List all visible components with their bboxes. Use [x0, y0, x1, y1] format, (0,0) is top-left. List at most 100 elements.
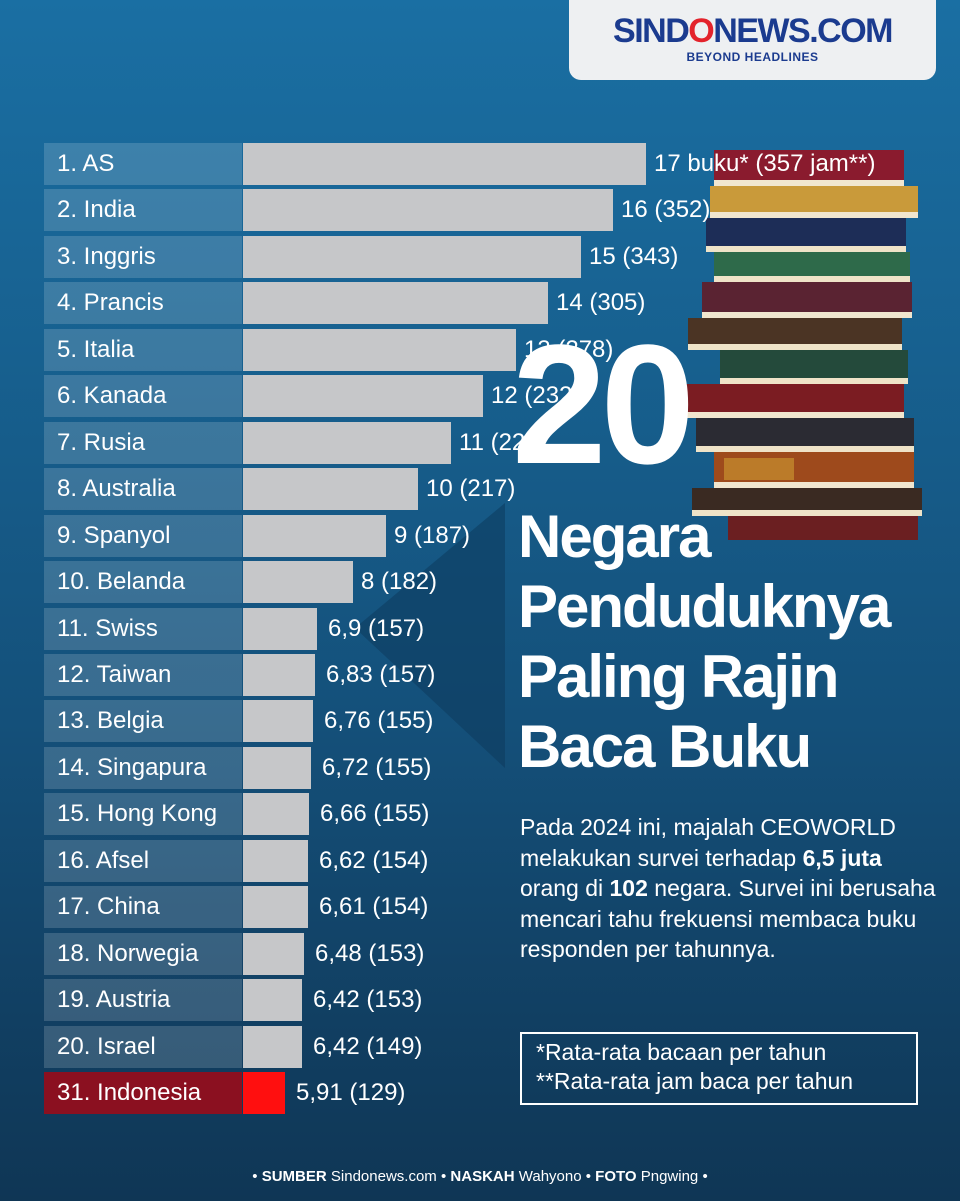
value-label: 14 (305)	[556, 289, 646, 317]
category-label-box: 17. China	[44, 886, 242, 929]
category-label: 4. Prancis	[57, 289, 164, 317]
value-label: 11 (223)	[459, 428, 547, 456]
category-label-box: 20. Israel	[44, 1025, 242, 1068]
category-label: 11. Swiss	[57, 614, 158, 642]
category-label: 2. India	[57, 196, 136, 224]
value-label: 15 (343)	[589, 242, 679, 270]
category-label-box: 18. Norwegia	[44, 932, 242, 975]
category-label: 15. Hong Kong	[57, 800, 218, 828]
value-label: 6,76 (155)	[324, 707, 434, 735]
value-label: 6,66 (155)	[320, 800, 430, 828]
value-label: 6,42 (153)	[313, 986, 423, 1014]
category-label-box: 9. Spanyol	[44, 514, 242, 557]
bar	[243, 886, 308, 929]
bar	[243, 839, 308, 882]
note-hours: **Rata-rata jam baca per tahun	[536, 1068, 854, 1094]
category-label: 10. Belanda	[57, 568, 186, 596]
category-label-box: 15. Hong Kong	[44, 793, 242, 836]
category-label-box: 13. Belgia	[44, 700, 242, 743]
headline-line: Penduduknya	[518, 573, 891, 640]
bar	[243, 143, 646, 185]
bar	[243, 793, 309, 836]
category-label: 1. AS	[57, 150, 115, 177]
bar	[243, 1072, 285, 1114]
category-label: 7. Rusia	[57, 428, 146, 456]
value-label: 5,91 (129)	[296, 1079, 406, 1106]
category-label: 5. Italia	[57, 335, 135, 363]
value-label: 12 (232)	[491, 382, 581, 410]
bar	[243, 746, 311, 789]
bar	[243, 561, 353, 604]
category-label-box: 16. Afsel	[44, 839, 242, 882]
logo-tagline: BEYOND HEADLINES	[686, 50, 819, 64]
category-label-box: 31. Indonesia	[44, 1072, 242, 1114]
headline-number: 20	[512, 310, 695, 500]
category-label: 17. China	[57, 893, 160, 921]
category-label: 31. Indonesia	[57, 1079, 202, 1106]
value-label: 6,61 (154)	[319, 893, 429, 921]
bar	[243, 421, 451, 464]
value-label: 6,48 (153)	[315, 939, 425, 967]
logo: SINDONEWS.COM BEYOND HEADLINES	[569, 0, 936, 80]
value-label: 6,83 (157)	[326, 660, 436, 688]
category-label: 8. Australia	[57, 475, 176, 503]
bar	[243, 468, 418, 511]
category-label-box: 11. Swiss	[44, 607, 242, 650]
headline-line: Negara	[518, 503, 711, 570]
value-label: 6,62 (154)	[319, 846, 429, 874]
headline-line: Paling Rajin	[518, 643, 839, 710]
category-label-box: 6. Kanada	[44, 375, 242, 418]
category-label: 18. Norwegia	[57, 939, 199, 967]
value-label: 13 (278)	[524, 335, 614, 363]
value-label: 8 (182)	[361, 568, 438, 596]
bar	[243, 653, 315, 696]
category-label-box: 8. Australia	[44, 468, 242, 511]
category-label-box: 5. Italia	[44, 328, 242, 371]
value-label: 16 (352)	[621, 196, 711, 224]
bar	[243, 607, 317, 650]
category-label: 16. Afsel	[57, 846, 150, 874]
value-label: 6,9 (157)	[328, 614, 425, 642]
category-label-box: 1. AS	[44, 143, 242, 185]
value-label: 6,72 (155)	[322, 753, 432, 781]
category-label: 20. Israel	[57, 1032, 156, 1060]
bar	[243, 979, 302, 1022]
bar	[243, 932, 304, 975]
bar	[243, 1025, 302, 1068]
category-label: 12. Taiwan	[57, 660, 172, 688]
bar	[243, 514, 386, 557]
headline-line: Baca Buku	[518, 713, 812, 780]
category-label-box: 19. Austria	[44, 979, 242, 1022]
bar	[243, 700, 313, 743]
note-books: *Rata-rata bacaan per tahun	[536, 1039, 827, 1065]
value-label: 9 (187)	[394, 521, 471, 549]
category-label-box: 14. Singapura	[44, 746, 242, 789]
bar	[243, 375, 483, 418]
category-label-box: 12. Taiwan	[44, 653, 242, 696]
category-label-box: 10. Belanda	[44, 561, 242, 604]
category-label: 9. Spanyol	[57, 521, 171, 549]
category-label: 14. Singapura	[57, 753, 207, 781]
books-stack-image	[684, 150, 922, 540]
bar	[243, 235, 581, 278]
description: Pada 2024 ini, majalah CEOWORLD melakuka…	[520, 814, 936, 962]
category-label: 3. Inggris	[57, 242, 156, 270]
footer-credits: • SUMBER Sindonews.com • NASKAH Wahyono …	[252, 1168, 708, 1185]
logo-wordmark: SINDONEWS.COM	[613, 12, 893, 50]
category-label-box: 4. Prancis	[44, 282, 242, 325]
bar	[243, 189, 613, 232]
category-label-box: 2. India	[44, 189, 242, 232]
category-label: 13. Belgia	[57, 707, 164, 735]
bar	[243, 328, 516, 371]
category-label-box: 7. Rusia	[44, 421, 242, 464]
category-label-box: 3. Inggris	[44, 235, 242, 278]
value-label: 10 (217)	[426, 475, 516, 503]
notes-box: *Rata-rata bacaan per tahun **Rata-rata …	[520, 1032, 918, 1105]
category-label: 6. Kanada	[57, 382, 167, 410]
category-label: 19. Austria	[57, 986, 171, 1014]
value-label: 6,42 (149)	[313, 1032, 423, 1060]
bar	[243, 282, 548, 325]
value-label: 17 buku* (357 jam**)	[654, 150, 876, 177]
headline: Negara Penduduknya Paling Rajin Baca Buk…	[518, 502, 958, 782]
